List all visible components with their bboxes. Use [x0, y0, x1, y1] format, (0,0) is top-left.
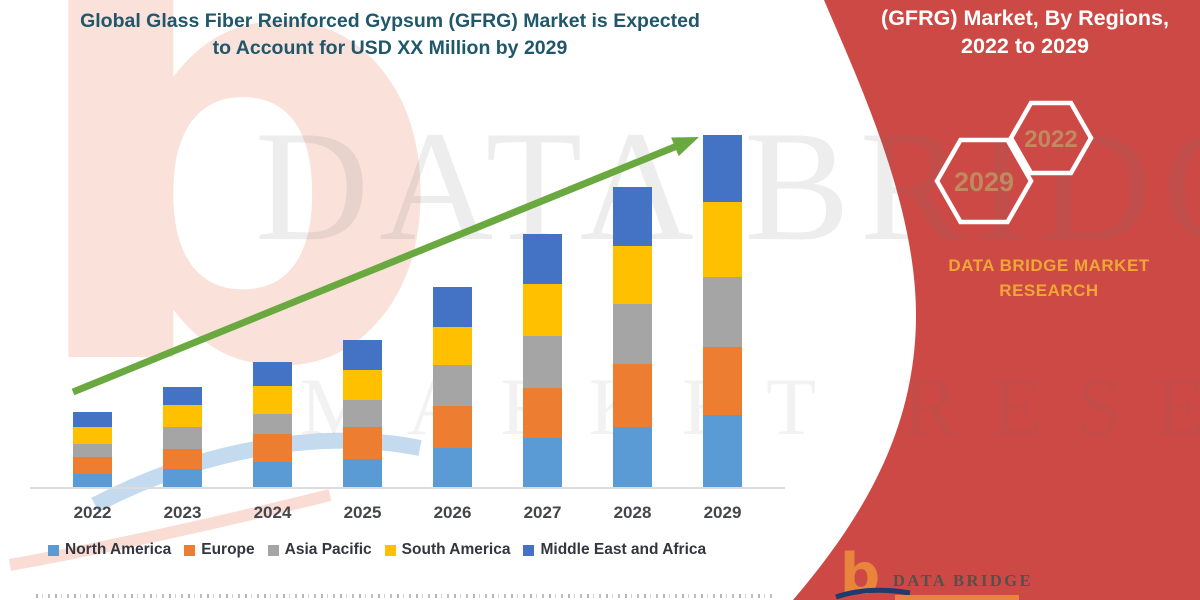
bar-segment-europe — [703, 347, 742, 415]
bar-segment-middle-east-and-africa — [163, 387, 202, 405]
bar-segment-north-america — [433, 448, 472, 487]
bar-segment-middle-east-and-africa — [343, 340, 382, 370]
bar-segment-south-america — [343, 370, 382, 400]
bar-segment-middle-east-and-africa — [613, 187, 652, 246]
trend-arrow — [71, 137, 699, 396]
bar-segment-europe — [433, 406, 472, 448]
chart-title-line2: to Account for USD XX Million by 2029 — [212, 37, 568, 59]
bar-segment-asia-pacific — [433, 365, 472, 406]
cropped-caption-text — [36, 594, 776, 598]
bar-segment-north-america — [613, 427, 652, 487]
bar-segment-middle-east-and-africa — [703, 135, 742, 202]
hexagon-2029-label: 2029 — [954, 167, 1014, 197]
red-banner-path — [793, 0, 1200, 600]
hexagon-2022 — [1008, 100, 1094, 176]
bar-segment-asia-pacific — [613, 304, 652, 364]
banner-title-line1: (GFRG) Market, By Regions, — [881, 6, 1169, 30]
legend-label: Middle East and Africa — [540, 541, 707, 558]
bar-segment-south-america — [703, 202, 742, 277]
legend-swatch-icon — [384, 544, 396, 556]
bar-segment-south-america — [253, 386, 292, 414]
bar-segment-south-america — [613, 246, 652, 304]
legend-item-middle-east-and-africa: Middle East and Africa — [523, 541, 706, 559]
chart-title: Global Glass Fiber Reinforced Gypsum (GF… — [45, 8, 735, 62]
x-axis-label-2027: 2027 — [523, 503, 562, 522]
bar-segment-middle-east-and-africa — [253, 362, 292, 386]
legend-swatch-icon — [523, 544, 535, 556]
bar-segment-middle-east-and-africa — [433, 287, 472, 327]
bar-segment-middle-east-and-africa — [73, 412, 112, 427]
trend-arrow-line — [71, 142, 679, 396]
x-axis-label-2026: 2026 — [433, 503, 472, 522]
hexagon-2029 — [934, 137, 1034, 225]
bar-segment-europe — [523, 388, 562, 438]
bar-segment-asia-pacific — [523, 336, 562, 388]
trend-arrow-head — [671, 137, 699, 157]
chart-title-line1: Global Glass Fiber Reinforced Gypsum (GF… — [80, 10, 700, 32]
footer-logo-swoosh-icon — [835, 587, 911, 600]
footer-logo-name: DATA BRIDGE — [893, 571, 1034, 590]
bar-segment-asia-pacific — [343, 400, 382, 427]
banner-brand-text: DATA BRIDGE MARKET RESEARCH — [918, 253, 1180, 303]
bar-segment-asia-pacific — [253, 414, 292, 434]
legend-label: South America — [401, 541, 511, 558]
bar-segment-asia-pacific — [703, 277, 742, 347]
footer-logo-strip — [895, 595, 1019, 600]
banner-title-line2: 2022 to 2029 — [961, 34, 1089, 58]
footer-logo: b DATA BRIDGE — [834, 545, 1164, 600]
bar-segment-north-america — [523, 438, 562, 487]
banner-brand-line1: DATA BRIDGE MARKET — [948, 256, 1150, 275]
bar-segment-north-america — [703, 415, 742, 487]
bar-segment-middle-east-and-africa — [523, 234, 562, 284]
bar-segment-europe — [613, 364, 652, 427]
bar-segment-south-america — [523, 284, 562, 336]
bar-segment-south-america — [163, 405, 202, 427]
hexagon-2022-label: 2022 — [1024, 126, 1077, 153]
legend-item-south-america: South America — [384, 541, 511, 559]
banner-title: (GFRG) Market, By Regions, 2022 to 2029 — [850, 4, 1200, 60]
x-axis-label-2029: 2029 — [703, 503, 742, 522]
bar-segment-south-america — [433, 327, 472, 365]
x-axis-label-2028: 2028 — [613, 503, 652, 522]
banner-brand-line2: RESEARCH — [999, 281, 1099, 300]
